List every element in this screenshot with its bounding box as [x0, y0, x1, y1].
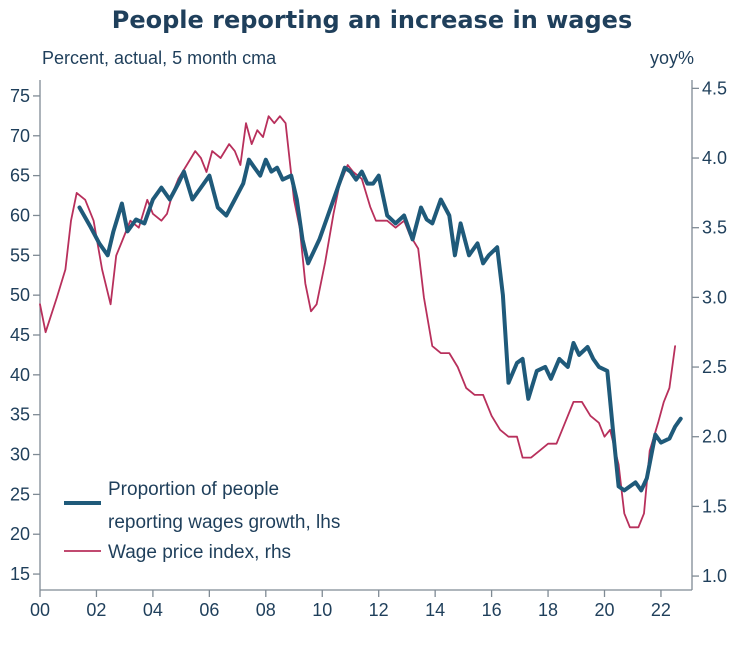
left-y-tick-label: 20 [10, 524, 30, 544]
left-y-tick-label: 60 [10, 205, 30, 225]
left-y-tick-label: 25 [10, 484, 30, 504]
x-tick-label: 08 [256, 600, 276, 620]
right-y-tick-label: 1.5 [702, 496, 727, 516]
x-tick-label: 12 [369, 600, 389, 620]
series-line-proportion-reporting-wages-growth [77, 157, 683, 493]
left-y-tick-label: 15 [10, 564, 30, 584]
right-y-tick-label: 2.5 [702, 357, 727, 377]
x-tick-label: 02 [86, 600, 106, 620]
x-tick-label: 00 [30, 600, 50, 620]
left-y-tick-label: 45 [10, 325, 30, 345]
left-y-tick-label: 35 [10, 405, 30, 425]
left-y-axis-ticks: 15 20 25 30 35 40 45 50 55 60 65 70 75 [10, 86, 40, 584]
legend: Proportion of people reporting wages gro… [64, 479, 340, 563]
right-y-tick-label: 2.0 [702, 427, 727, 447]
right-y-tick-label: 4.0 [702, 148, 727, 168]
x-tick-label: 14 [425, 600, 445, 620]
x-tick-label: 04 [143, 600, 163, 620]
series-lines [39, 115, 683, 529]
x-tick-label: 16 [482, 600, 502, 620]
right-y-tick-label: 4.5 [702, 78, 727, 98]
chart-title: People reporting an increase in wages [112, 6, 633, 34]
left-y-tick-label: 30 [10, 445, 30, 465]
right-y-tick-label: 3.0 [702, 287, 727, 307]
x-tick-label: 06 [199, 600, 219, 620]
left-y-tick-label: 70 [10, 126, 30, 146]
left-y-tick-label: 50 [10, 285, 30, 305]
legend-label-wage-price-index: Wage price index, rhs [108, 542, 291, 563]
x-tick-label: 18 [538, 600, 558, 620]
left-y-tick-label: 75 [10, 86, 30, 106]
legend-label-proportion-series-line2: reporting wages growth, lhs [108, 512, 340, 533]
x-tick-label: 10 [312, 600, 332, 620]
x-axis-ticks: 00 02 04 06 08 10 12 14 16 18 20 22 [30, 590, 671, 620]
left-y-tick-label: 55 [10, 245, 30, 265]
right-y-axis-ticks: 1.0 1.5 2.0 2.5 3.0 3.5 4.0 4.5 [692, 78, 727, 586]
plot-area: 00 02 04 06 08 10 12 14 16 18 20 22 15 20 25 30 35 40 45 5… [10, 78, 727, 620]
right-y-tick-label: 3.5 [702, 218, 727, 238]
left-y-tick-label: 65 [10, 166, 30, 186]
left-y-tick-label: 40 [10, 365, 30, 385]
x-tick-label: 22 [651, 600, 671, 620]
x-tick-label: 20 [594, 600, 614, 620]
legend-label-proportion-series-line1: Proportion of people [108, 479, 279, 500]
left-axis-unit-label: Percent, actual, 5 month cma [42, 48, 277, 68]
right-axis-unit-label: yoy% [650, 48, 694, 68]
right-y-tick-label: 1.0 [702, 566, 727, 586]
